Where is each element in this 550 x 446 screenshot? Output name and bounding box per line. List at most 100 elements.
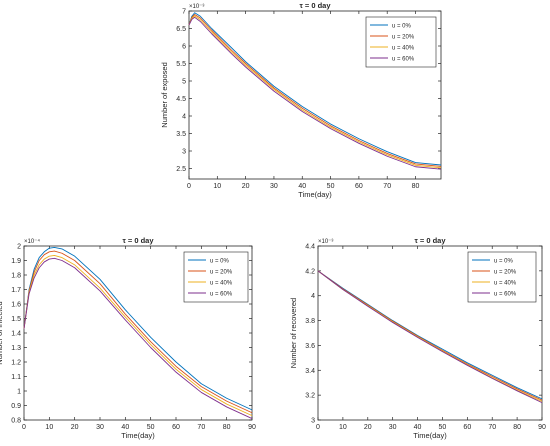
- y-tick-label: 1.1: [11, 374, 21, 381]
- x-tick-label: 10: [45, 424, 53, 431]
- y-tick-label: 1.4: [11, 331, 21, 338]
- y-tick-label: 4.2: [305, 268, 315, 275]
- y-tick-label: 3.6: [305, 343, 315, 350]
- legend-label: u = 0%: [210, 259, 230, 265]
- x-tick-label: 10: [339, 424, 347, 431]
- x-tick-label: 80: [412, 183, 420, 190]
- y-tick-label: 1.8: [11, 273, 21, 280]
- x-axis-label: Time(day): [298, 190, 332, 199]
- legend-label: u = 60%: [392, 57, 415, 63]
- y-tick-label: 3: [311, 418, 315, 425]
- y-tick-label: 1.7: [11, 287, 21, 294]
- x-tick-label: 0: [187, 183, 191, 190]
- y-tick-label: 4.5: [176, 96, 186, 103]
- legend-label: u = 0%: [392, 24, 412, 30]
- y-tick-label: 5.5: [176, 61, 186, 68]
- series-line: [23, 246, 253, 411]
- y-tick-label: 1.5: [11, 316, 21, 323]
- x-tick-label: 20: [364, 424, 372, 431]
- axis-exponent: ×10⁻³: [189, 4, 204, 10]
- legend-label: u = 20%: [494, 270, 517, 276]
- y-tick-label: 0.8: [11, 418, 21, 425]
- x-tick-label: 10: [213, 183, 221, 190]
- x-tick-label: 70: [488, 424, 496, 431]
- x-tick-label: 80: [513, 424, 521, 431]
- chart-title: τ = 0 day: [299, 1, 331, 10]
- legend-label: u = 40%: [392, 46, 415, 52]
- x-tick-label: 30: [96, 424, 104, 431]
- legend-label: u = 20%: [392, 35, 415, 41]
- legend-label: u = 40%: [494, 281, 517, 287]
- series-line: [317, 270, 543, 401]
- y-tick-label: 2.5: [176, 166, 186, 173]
- y-tick-label: 1.3: [11, 345, 21, 352]
- legend: u = 0% u = 20% u = 40% u = 60%: [365, 16, 437, 68]
- chart-panel: 0 10 20 30 40 50 60 70 80 90 0.8 0.9 1 1.1 1.2 1.3 1.4 1.…: [0, 236, 256, 440]
- axis-exponent: ×10⁻³: [318, 239, 333, 245]
- x-tick-label: 60: [355, 183, 363, 190]
- x-tick-label: 40: [414, 424, 422, 431]
- y-tick-label: 4.4: [305, 244, 315, 251]
- y-tick-label: 3: [182, 149, 186, 156]
- y-axis-label: Number of infected: [0, 301, 4, 364]
- y-axis-label: Number of recovered: [289, 298, 298, 368]
- series-line: [188, 12, 442, 166]
- x-tick-label: 50: [147, 424, 155, 431]
- y-tick-label: 1.2: [11, 360, 21, 367]
- x-tick-label: 70: [197, 424, 205, 431]
- y-axis-label: Number of exposed: [160, 62, 169, 127]
- y-tick-label: 1.6: [11, 302, 21, 309]
- x-tick-label: 90: [538, 424, 546, 431]
- series-line: [188, 14, 442, 167]
- x-tick-label: 20: [242, 183, 250, 190]
- legend: u = 0% u = 20% u = 40% u = 60%: [183, 251, 249, 303]
- x-tick-label: 20: [71, 424, 79, 431]
- legend-label: u = 40%: [210, 281, 233, 287]
- chart-panel: 0 10 20 30 40 50 60 70 80 90 3 3.2 3.4 3.6 3.8 4 4.2 4.4×…: [289, 236, 546, 440]
- legend-label: u = 60%: [494, 292, 517, 298]
- x-tick-label: 80: [223, 424, 231, 431]
- series-line: [188, 16, 442, 170]
- y-tick-label: 1.9: [11, 258, 21, 265]
- y-tick-label: 4: [182, 114, 186, 121]
- series-line: [188, 15, 442, 169]
- x-axis-label: Time(day): [413, 431, 447, 440]
- x-tick-label: 90: [248, 424, 256, 431]
- y-tick-label: 6: [182, 44, 186, 51]
- x-tick-label: 0: [22, 424, 26, 431]
- y-tick-label: 1: [17, 389, 21, 396]
- x-tick-label: 0: [316, 424, 320, 431]
- x-tick-label: 50: [439, 424, 447, 431]
- x-tick-label: 60: [172, 424, 180, 431]
- series-line: [317, 270, 543, 400]
- y-tick-label: 3.8: [305, 318, 315, 325]
- series-line: [23, 250, 253, 414]
- y-tick-label: 4: [311, 293, 315, 300]
- legend-label: u = 60%: [210, 292, 233, 298]
- x-tick-label: 40: [298, 183, 306, 190]
- y-tick-label: 3.2: [305, 393, 315, 400]
- x-tick-label: 70: [383, 183, 391, 190]
- x-tick-label: 30: [270, 183, 278, 190]
- series-line: [317, 270, 543, 404]
- y-tick-label: 3.4: [305, 368, 315, 375]
- chart-title: τ = 0 day: [414, 236, 446, 245]
- x-tick-label: 30: [389, 424, 397, 431]
- axis-exponent: ×10⁻⁴: [24, 238, 40, 245]
- series-line: [23, 257, 253, 419]
- x-tick-label: 60: [463, 424, 471, 431]
- chart-panel: 0 10 20 30 40 50 60 70 80 2.5 3 3.5 4 4.5 5 5.5 6 6.5 7×10…: [160, 1, 442, 199]
- y-tick-label: 7: [182, 9, 186, 16]
- legend-label: u = 20%: [210, 270, 233, 276]
- y-tick-label: 3.5: [176, 131, 186, 138]
- chart-title: τ = 0 day: [122, 236, 154, 245]
- legend: u = 0% u = 20% u = 40% u = 60%: [467, 251, 537, 303]
- y-tick-label: 5: [182, 79, 186, 86]
- y-tick-label: 2: [17, 244, 21, 251]
- x-axis-label: Time(day): [121, 431, 155, 440]
- y-tick-label: 0.9: [11, 403, 21, 410]
- legend-label: u = 0%: [494, 259, 514, 265]
- x-tick-label: 40: [121, 424, 129, 431]
- x-tick-label: 50: [327, 183, 335, 190]
